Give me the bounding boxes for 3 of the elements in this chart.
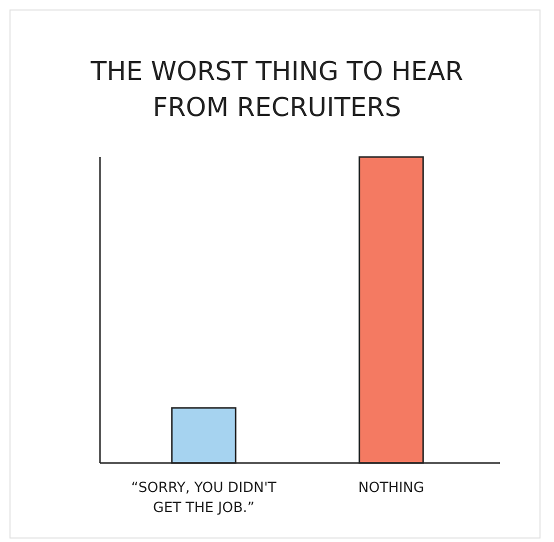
x-tick-label: “SORRY, YOU DIDN'T GET THE JOB.” [131,480,277,516]
chart-title: THE WORST THING TO HEAR FROM RECRUITERS [90,57,464,123]
x-tick-label: NOTHING [358,480,424,496]
